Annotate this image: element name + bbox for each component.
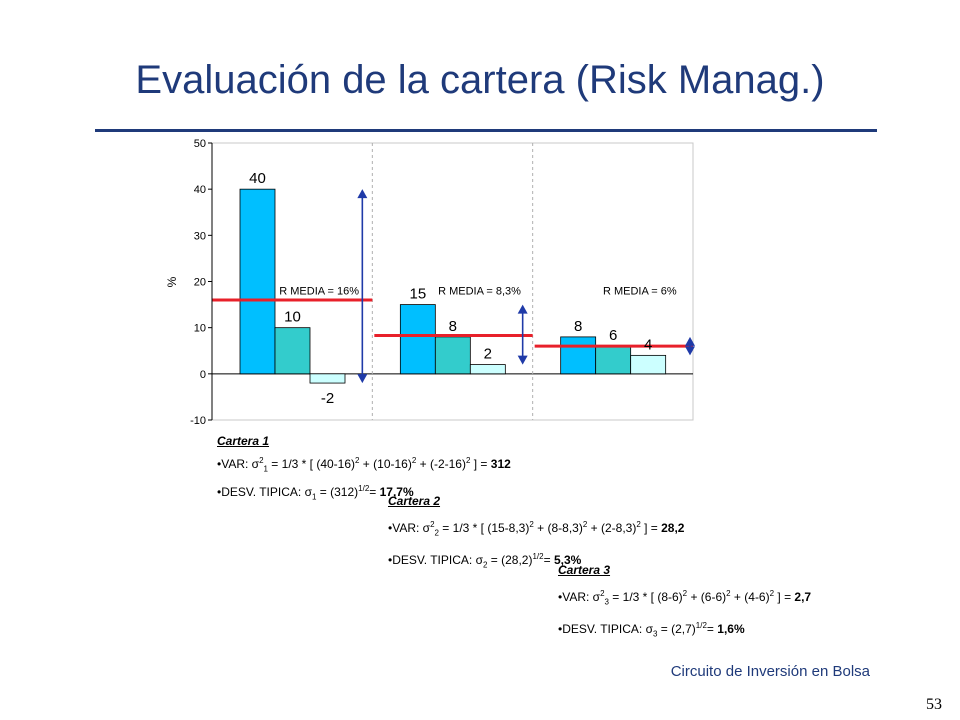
cartera-2-notes: Cartera 2 •VAR: σ22 = 1/3 * [ (15-8,3)2 …: [388, 489, 684, 578]
bar-value-label: 40: [249, 170, 266, 187]
cartera-1-var: •VAR: σ21 = 1/3 * [ (40-16)2 + (10-16)2 …: [217, 456, 511, 474]
footer-text: Circuito de Inversión en Bolsa: [670, 663, 870, 680]
bar-value-label: 8: [574, 318, 582, 335]
bar: [469, 364, 506, 375]
y-tick-label: 40: [194, 184, 206, 196]
y-tick-label: 30: [194, 230, 206, 242]
dispersion-arrowhead-down: [357, 374, 368, 384]
y-axis-label: %: [165, 276, 179, 287]
bar: [239, 188, 276, 375]
cartera-2-var-value: 28,2: [661, 521, 685, 535]
bar-value-label: 10: [284, 309, 301, 326]
y-tick-label: 0: [200, 369, 206, 381]
bar-value-label: 15: [409, 286, 426, 303]
dispersion-arrowhead-down: [517, 355, 528, 365]
page-number: 53: [926, 696, 942, 713]
y-tick-label: 20: [194, 277, 206, 289]
cartera-1-desv: •DESV. TIPICA: σ1 = (312)1/2= 17,7%: [217, 484, 414, 502]
dispersion-arrowhead-up: [357, 189, 368, 199]
cartera-3-desv-value: 1,6%: [717, 622, 745, 637]
cartera-3-var-value: 2,7: [794, 590, 812, 604]
dispersion-arrowhead-up: [685, 336, 695, 346]
cartera-3-desv: •DESV. TIPICA: σ3 = (2,7)1/2= 1,6%: [558, 621, 745, 639]
cartera-1-title: Cartera 1: [217, 434, 270, 448]
mean-label: R MEDIA = 6%: [603, 285, 677, 297]
y-tick-label: -10: [190, 415, 206, 427]
y-tick-label: 50: [194, 138, 206, 150]
cartera-1-desv-value: 17,7%: [379, 485, 414, 500]
bar-value-label: 8: [449, 318, 457, 335]
dispersion-arrowhead-up: [517, 304, 528, 314]
bar-value-label: 4: [644, 336, 652, 353]
bar: [309, 373, 346, 384]
mean-label: R MEDIA = 16%: [279, 285, 359, 297]
cartera-3-var: •VAR: σ23 = 1/3 * [ (8-6)2 + (6-6)2 + (4…: [558, 589, 812, 607]
cartera-2-desv: •DESV. TIPICA: σ2 = (28,2)1/2= 5,3%: [388, 552, 582, 570]
dispersion-arrowhead-down: [685, 346, 695, 356]
cartera-2-var: •VAR: σ22 = 1/3 * [ (15-8,3)2 + (8-8,3)2…: [388, 520, 685, 538]
cartera-3-notes: Cartera 3 •VAR: σ23 = 1/3 * [ (8-6)2 + (…: [558, 558, 811, 647]
bar: [560, 336, 597, 375]
mean-label: R MEDIA = 8,3%: [438, 285, 521, 297]
bar: [399, 304, 436, 375]
slide-title: Evaluación de la cartera (Risk Manag.): [135, 58, 825, 102]
plot-area: [211, 142, 694, 421]
y-tick-label: 10: [194, 323, 206, 335]
bar-value-label: 6: [609, 327, 617, 344]
title-underline: [95, 129, 877, 132]
bar-value-label: 2: [484, 346, 492, 363]
cartera-2-title: Cartera 2: [388, 494, 441, 508]
cartera-3-title: Cartera 3: [558, 563, 611, 577]
bar: [274, 327, 311, 375]
bar: [630, 354, 667, 375]
cartera-2-desv-value: 5,3%: [553, 553, 582, 568]
bar: [595, 345, 632, 375]
cartera-1-notes: Cartera 1 •VAR: σ21 = 1/3 * [ (40-16)2 +…: [217, 431, 511, 508]
cartera-1-var-value: 312: [490, 457, 511, 471]
bar-value-label: -2: [321, 390, 334, 407]
bar: [434, 336, 471, 375]
